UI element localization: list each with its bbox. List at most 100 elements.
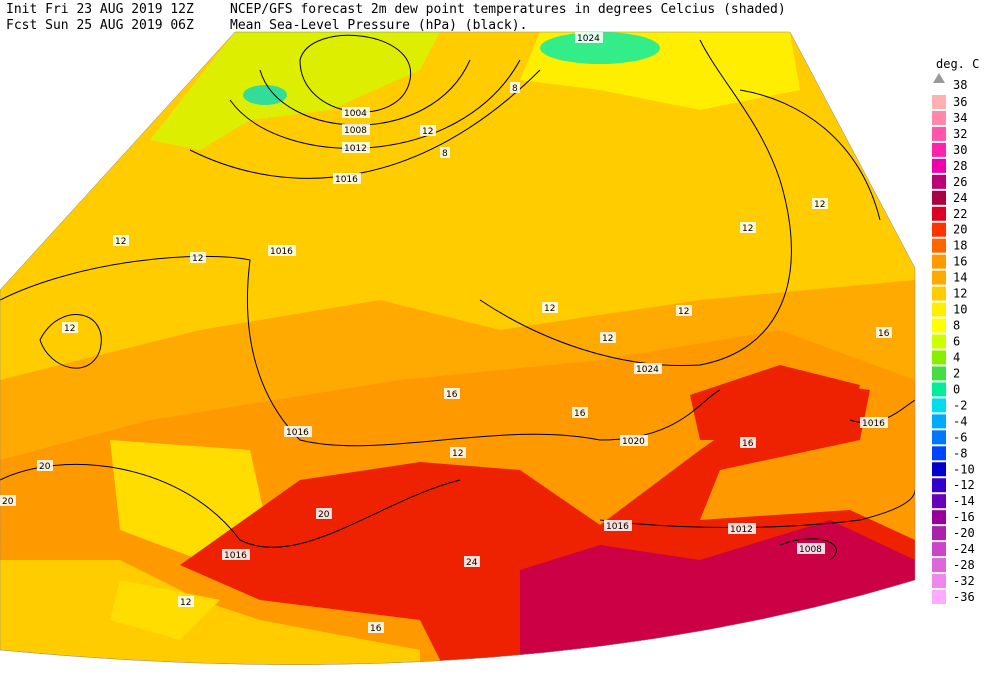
label-box bbox=[740, 437, 756, 448]
label-box bbox=[464, 556, 480, 567]
label-box bbox=[0, 495, 16, 506]
map-border bbox=[0, 31, 916, 665]
legend-swatch bbox=[932, 366, 946, 381]
legend-label: -24 bbox=[953, 542, 975, 556]
legend-swatch bbox=[932, 494, 946, 509]
dewpoint-label: 20 bbox=[318, 510, 330, 520]
dewpoint-label: 20 bbox=[39, 462, 51, 472]
label-box bbox=[860, 417, 888, 428]
map-labels: 1024 1004 1008 1012 1016 1016 1016 1024 1020 1016… bbox=[0, 32, 892, 634]
legend-label: 2 bbox=[953, 366, 960, 380]
dewpoint-label: 16 bbox=[742, 439, 754, 449]
legend-swatch bbox=[932, 126, 946, 141]
dewpoint-label: 12 bbox=[115, 237, 126, 247]
map-title: NCEP/GFS forecast 2m dew point temperatu… bbox=[230, 2, 786, 17]
label-box bbox=[178, 596, 194, 607]
legend-swatch bbox=[932, 110, 946, 125]
legend-label: 32 bbox=[953, 127, 967, 141]
label-box bbox=[876, 327, 892, 338]
isobar-label: 1012 bbox=[344, 144, 367, 154]
isobar bbox=[0, 464, 461, 548]
dewpoint-label: 16 bbox=[446, 390, 458, 400]
legend-label: -10 bbox=[953, 462, 975, 476]
dewpoint-label: 16 bbox=[574, 409, 586, 419]
isobar bbox=[739, 89, 881, 221]
dewpoint-label: 8 bbox=[512, 84, 518, 94]
legend-label: 36 bbox=[953, 95, 967, 109]
label-box bbox=[420, 125, 436, 136]
label-box bbox=[342, 107, 370, 118]
legend-label: 30 bbox=[953, 143, 967, 157]
legend-swatch bbox=[932, 510, 946, 525]
legend-label: 26 bbox=[953, 175, 967, 189]
legend-max-label: 38 bbox=[953, 78, 967, 92]
label-box bbox=[600, 332, 616, 343]
label-box bbox=[284, 426, 312, 437]
legend-swatch bbox=[932, 270, 946, 285]
isobar-label: 1016 bbox=[270, 247, 293, 257]
isobar-label: 1008 bbox=[799, 545, 822, 555]
label-box bbox=[510, 82, 520, 93]
legend-label: 18 bbox=[953, 239, 967, 253]
isobar-label: 1016 bbox=[862, 419, 885, 429]
label-box bbox=[222, 549, 250, 560]
isobar bbox=[39, 314, 102, 369]
legend-label: -16 bbox=[953, 510, 975, 524]
label-box bbox=[604, 520, 632, 531]
legend-swatch bbox=[932, 526, 946, 541]
legend-swatch bbox=[932, 446, 946, 461]
label-box bbox=[440, 147, 450, 158]
dewpoint-label: 12 bbox=[422, 127, 433, 137]
legend-swatch bbox=[932, 174, 946, 189]
field-north bbox=[150, 32, 440, 150]
legend-swatch bbox=[932, 254, 946, 269]
isobar bbox=[229, 59, 521, 149]
legend-label: 22 bbox=[953, 207, 967, 221]
legend-label: 20 bbox=[953, 223, 967, 237]
legend-swatch bbox=[932, 95, 946, 109]
dewpoint-label: 12 bbox=[180, 598, 191, 608]
label-box bbox=[575, 32, 603, 43]
legend: 363432302826242220181614121086420-2-4-6-… bbox=[932, 95, 975, 604]
legend-label: -2 bbox=[953, 398, 967, 412]
label-box bbox=[444, 388, 460, 399]
label-box bbox=[797, 543, 825, 554]
legend-label: 6 bbox=[953, 335, 960, 349]
field-africa bbox=[0, 560, 420, 665]
isobar bbox=[479, 39, 792, 367]
dewpoint-label: 16 bbox=[878, 329, 890, 339]
legend-swatch bbox=[932, 286, 946, 301]
dewpoint-label: 8 bbox=[442, 149, 448, 159]
legend-title: deg. C bbox=[936, 57, 979, 71]
legend-swatch bbox=[932, 158, 946, 173]
dewpoint-label: 12 bbox=[678, 307, 689, 317]
legend-label: -32 bbox=[953, 574, 975, 588]
legend-label: -6 bbox=[953, 430, 967, 444]
legend-label: -36 bbox=[953, 590, 975, 604]
label-box bbox=[342, 124, 370, 135]
isobar bbox=[599, 489, 915, 528]
legend-swatch bbox=[932, 222, 946, 237]
legend-swatch bbox=[932, 206, 946, 221]
legend-label: -14 bbox=[953, 494, 975, 508]
field-patch bbox=[110, 580, 220, 640]
legend-label: 12 bbox=[953, 287, 967, 301]
legend-swatch bbox=[932, 574, 946, 589]
label-box bbox=[368, 622, 384, 633]
legend-label: 14 bbox=[953, 271, 967, 285]
dewpoint-label: 12 bbox=[602, 334, 613, 344]
legend-label: -8 bbox=[953, 446, 967, 460]
label-box bbox=[62, 322, 78, 333]
legend-label: 4 bbox=[953, 350, 960, 364]
label-box bbox=[728, 523, 756, 534]
legend-label: -20 bbox=[953, 526, 975, 540]
legend-swatch bbox=[932, 478, 946, 493]
map-field bbox=[0, 32, 915, 665]
isobar bbox=[849, 399, 915, 424]
isobar-label: 1020 bbox=[622, 437, 645, 447]
label-box bbox=[342, 142, 370, 153]
isobar-label: 1024 bbox=[577, 34, 600, 44]
isobar-label: 1004 bbox=[344, 109, 367, 119]
dewpoint-label: 12 bbox=[742, 224, 753, 234]
